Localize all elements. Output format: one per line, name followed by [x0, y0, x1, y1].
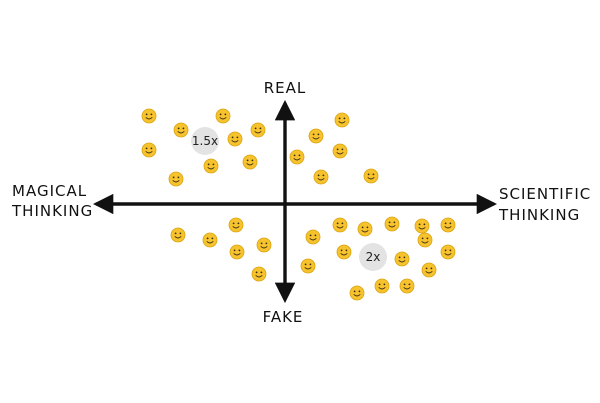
smiley-face-icon	[215, 108, 231, 124]
smiley-face-icon	[363, 168, 379, 184]
smiley-face-icon	[421, 262, 437, 278]
smiley-face-icon	[357, 221, 373, 237]
axis-label-fake: FAKE	[263, 308, 304, 326]
smiley-face-icon	[334, 112, 350, 128]
smiley-face-icon	[168, 171, 184, 187]
smiley-face-icon	[202, 232, 218, 248]
smiley-face-icon	[399, 278, 415, 294]
smiley-face-icon	[313, 169, 329, 185]
smiley-face-icon	[349, 285, 365, 301]
multiplier-badge-text: 1.5x	[192, 134, 218, 148]
smiley-face-icon	[227, 131, 243, 147]
axis-label-scientific-thinking: THINKING	[498, 206, 580, 224]
smiley-face-icon	[170, 227, 186, 243]
smiley-face-icon	[141, 142, 157, 158]
smiley-face-icon	[289, 149, 305, 165]
smiley-face-icon	[374, 278, 390, 294]
smiley-face-icon	[384, 216, 400, 232]
smiley-face-icon	[394, 251, 410, 267]
smiley-face-icon	[229, 244, 245, 260]
smiley-face-icon	[242, 154, 258, 170]
multiplier-badge-text: 2x	[366, 250, 381, 264]
smiley-face-icon	[332, 217, 348, 233]
smiley-face-icon	[251, 266, 267, 282]
axis-label-scientific: SCIENTIFIC	[499, 185, 591, 203]
smiley-face-icon	[305, 229, 321, 245]
smiley-face-icon	[440, 244, 456, 260]
multiplier-badge-lower-right: 2x	[359, 243, 387, 271]
smiley-face-icon	[141, 108, 157, 124]
axis-label-magical-thinking: THINKING	[11, 202, 93, 220]
smiley-face-icon	[250, 122, 266, 138]
smiley-face-icon	[228, 217, 244, 233]
axis-label-real: REAL	[264, 79, 307, 97]
smiley-face-icon	[332, 143, 348, 159]
smiley-group	[141, 108, 456, 301]
smiley-face-icon	[173, 122, 189, 138]
axis-label-magical: MAGICAL	[12, 182, 87, 200]
smiley-face-icon	[300, 258, 316, 274]
multiplier-badge-upper-left: 1.5x	[191, 127, 219, 155]
smiley-face-icon	[417, 232, 433, 248]
smiley-face-icon	[308, 128, 324, 144]
smiley-face-icon	[203, 158, 219, 174]
smiley-face-icon	[256, 237, 272, 253]
smiley-face-icon	[336, 244, 352, 260]
smiley-face-icon	[414, 218, 430, 234]
smiley-face-icon	[440, 217, 456, 233]
